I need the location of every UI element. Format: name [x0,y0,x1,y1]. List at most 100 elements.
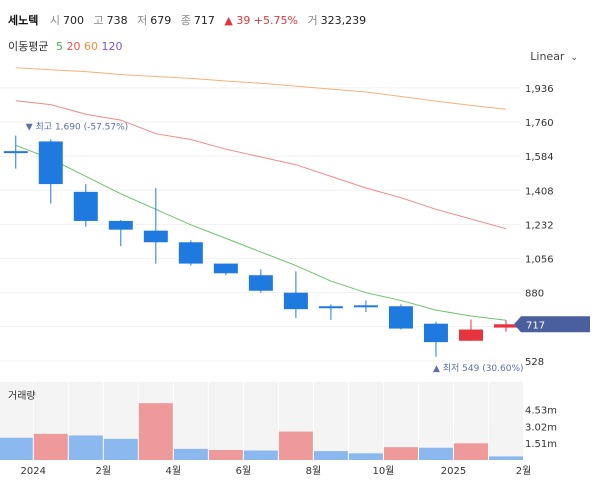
min-note: ▲ 최저 549 (30.60%) [433,363,524,374]
candle-body [388,306,413,329]
quote-header: 세노텍 시 700 고 738 저 679 종 717 ▲ 39 +5.75% 거 323… [8,12,372,28]
candle-body [283,292,308,310]
stock-name: 세노텍 [8,14,39,27]
high-value: 738 [106,14,128,27]
candle [388,304,413,330]
candle [213,263,238,276]
candle [248,269,273,293]
candle-body [423,323,448,343]
high-label: 고 [93,14,104,27]
candle-body [318,306,343,309]
volume-bar [243,450,278,460]
volume-slot [313,382,348,460]
y-tick-label: 880 [525,289,544,300]
candle-body [353,305,378,308]
moving-average-legend[interactable]: 이동평균 5 20 60 120 [8,38,122,54]
y-tick-label: 1,936 [525,84,554,95]
ma-120-label: 120 [101,40,123,53]
volume-bar [313,451,348,460]
current-price-tag [514,316,590,333]
candle [353,300,378,313]
volume-bar [33,433,68,460]
x-tick-label: 2월 [96,465,112,477]
candle [73,184,98,227]
ma-20-label: 20 [66,40,81,53]
moving-average-lines [15,67,507,321]
candle [108,219,133,247]
chevron-down-icon: ⌄ [570,53,578,63]
y-tick-label: 1,760 [525,118,554,129]
close-value: 717 [193,14,215,27]
volume-bar [348,453,383,460]
open-value: 700 [63,14,84,27]
close-label: 종 [180,14,191,27]
current-price-label: 717 [526,320,545,331]
volume-bar [68,435,103,460]
ma20-line [15,100,507,230]
candle-body [458,329,483,341]
volume-panel: 1.51m 3.02m 4.53m [0,382,557,460]
y-tick-label: 1,408 [525,186,554,197]
ma60-line [15,67,507,110]
price-grid [0,87,520,362]
volume-bar [173,448,208,460]
volume-bar [488,456,523,460]
candle [423,321,448,357]
candle-body [248,275,273,291]
y-tick-label: 1,232 [525,220,554,231]
volume-slot [243,382,278,460]
volume-bar [453,443,488,460]
candle-body [108,220,133,230]
candle [143,187,168,264]
x-tick-label: 4월 [166,465,182,477]
ma-legend-title: 이동평균 [8,40,49,53]
current-price-marker: 717 [514,316,590,333]
volume-bar [418,447,453,460]
candle [318,304,343,320]
volume-bar [0,437,33,460]
max-note: ▼ 최고 1,690 (-57.57%) [26,122,128,133]
extreme-notes: ▼ 최고 1,690 (-57.57%) ▲ 최저 549 (30.60%) [26,122,524,374]
ma-60-label: 60 [83,40,98,53]
volume-bar [103,438,138,460]
volume-slot [208,382,243,460]
y-tick-label: 1,056 [525,255,554,266]
volume-slot [383,382,418,460]
x-tick-label: 2025 [441,466,466,477]
candle [493,320,518,332]
volume-title: 거래량 [8,391,36,402]
volume-slot [348,382,383,460]
ma5-line [15,144,507,321]
x-tick-label: 2024 [21,466,46,477]
low-value: 679 [150,14,172,27]
ma-5-label: 5 [55,40,63,53]
candle-body [213,263,238,274]
candle-body [143,230,168,243]
candle [283,271,308,318]
volume-tick-label: 4.53m [525,406,557,417]
volume-bar [138,403,173,460]
x-tick-label: 10월 [372,465,394,477]
volume-slot [488,382,523,460]
change-value: ▲ 39 +5.75% [224,14,298,27]
scale-dropdown[interactable]: Linear ⌄ [530,50,578,63]
low-label: 저 [137,14,148,27]
volume-bar [208,449,243,460]
candle-body [3,151,28,154]
time-axis: 2024 2월 4월 6월 8월 10월 2025 2월 [21,465,532,477]
candle [178,240,203,266]
price-axis: 528 880 1,056 1,232 1,408 1,584 1,760 1,936 [525,84,554,368]
volume-bar [278,431,313,460]
volume-slot [418,382,453,460]
y-tick-label: 1,584 [525,152,554,163]
volume-tick-label: 3.02m [525,422,557,433]
volume-tick-label: 1.51m [525,439,557,450]
volume-slot [173,382,208,460]
candle [3,135,28,169]
open-label: 시 [49,14,60,27]
candle-body [73,191,98,221]
candle-body [178,242,203,264]
volume-bar [383,447,418,460]
candle-body [493,324,518,328]
